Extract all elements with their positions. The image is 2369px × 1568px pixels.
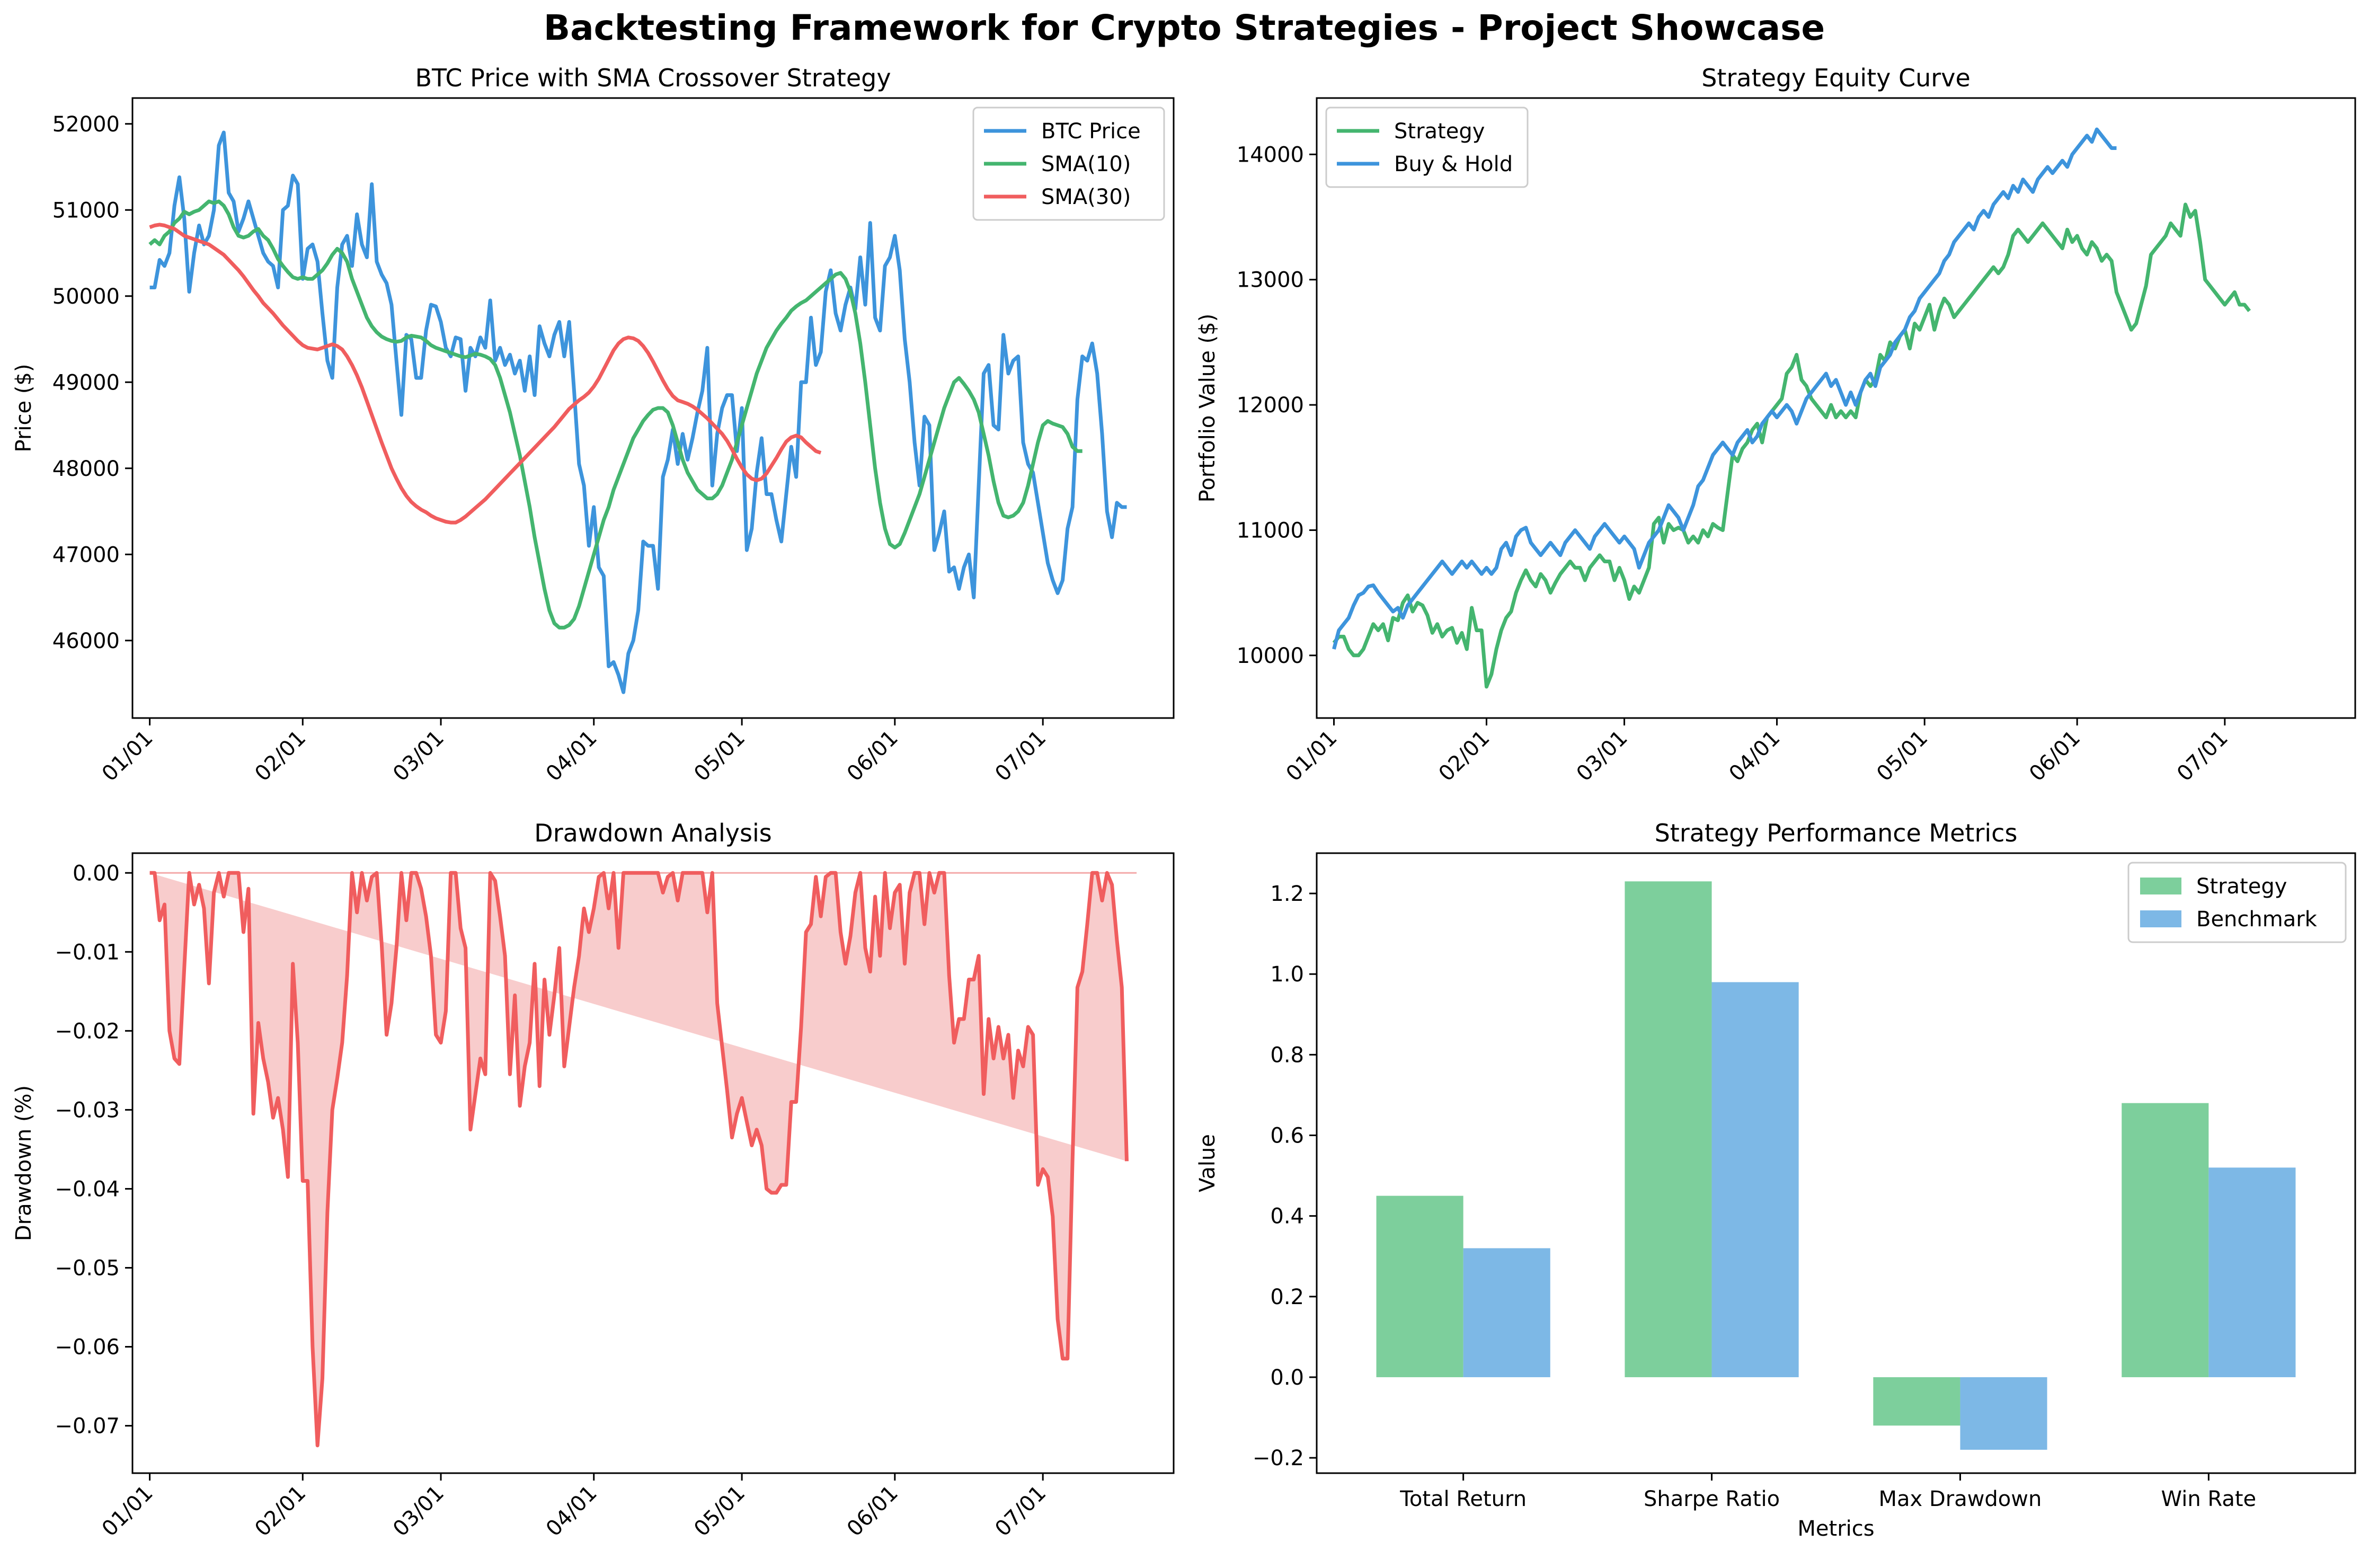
series-line-strategy: [1332, 202, 2251, 689]
legend: BTC Price SMA(10) SMA(30): [972, 107, 1165, 221]
y-tick-label: 1.2: [1270, 882, 1304, 906]
plot-area: [1376, 881, 2296, 1450]
y-tick-label: −0.02: [55, 1019, 120, 1043]
axes-frame: [1316, 97, 2356, 719]
y-tick-label: 51000: [52, 198, 120, 223]
axes-frame: [1316, 852, 2356, 1474]
bar-strategy-3: [1873, 1377, 1960, 1426]
series-line-sma-10: [148, 199, 1083, 630]
y-tick-label: 0.00: [73, 861, 120, 885]
legend-label: Buy & Hold: [1394, 152, 1513, 176]
legend-swatch: [2140, 878, 2181, 894]
plot-area: [149, 871, 1137, 1448]
chart-panel-4: Strategy Performance Metrics −0.2 0.0 0.2 0.…: [1195, 819, 2356, 1541]
bar-benchmark-4: [2208, 1167, 2296, 1377]
legend-label: BTC Price: [1041, 119, 1141, 144]
y-tick-label: 10000: [1237, 644, 1304, 668]
y-tick-label: −0.03: [55, 1098, 120, 1122]
bar-strategy-1: [1376, 1195, 1463, 1377]
y-axis-label: Price ($): [12, 364, 36, 453]
y-tick-label: 0.4: [1270, 1204, 1304, 1229]
series-line-btc-price: [149, 130, 1127, 694]
series-line-sma-30: [149, 223, 822, 525]
y-tick-label: −0.2: [1253, 1446, 1304, 1470]
x-tick-label: Max Drawdown: [1879, 1487, 2042, 1511]
bar-benchmark-2: [1711, 982, 1799, 1377]
legend-box: [972, 107, 1165, 221]
legend-box: [1325, 107, 1529, 188]
chart-panel-1: BTC Price with SMA Crossover Strategy 460…: [12, 64, 1175, 786]
y-tick-label: 48000: [52, 457, 120, 481]
y-tick-label: 0.8: [1270, 1043, 1304, 1067]
drawdown-area: [149, 873, 1127, 1446]
series-line-buy-hold: [1332, 127, 2117, 650]
legend: Strategy Buy & Hold: [1325, 107, 1529, 188]
y-tick-label: 0.2: [1270, 1285, 1304, 1309]
chart-title: Drawdown Analysis: [534, 819, 771, 847]
bar-strategy-4: [2122, 1103, 2209, 1377]
bar-benchmark-1: [1463, 1248, 1550, 1377]
legend-label: SMA(10): [1041, 152, 1131, 176]
x-tick-label: Total Return: [1399, 1487, 1527, 1511]
legend-label: SMA(30): [1041, 185, 1131, 209]
y-tick-label: −0.05: [55, 1256, 120, 1280]
axes-frame: [131, 852, 1175, 1474]
y-tick-label: −0.07: [55, 1414, 120, 1439]
y-tick-label: 0.0: [1270, 1366, 1304, 1390]
plot-area: [1332, 127, 2251, 689]
legend-box: [2127, 862, 2347, 943]
y-axis-label: Drawdown (%): [12, 1085, 36, 1241]
y-tick-label: 46000: [52, 629, 120, 653]
legend-label: Benchmark: [2196, 907, 2318, 932]
figure-title: Backtesting Framework for Crypto Strateg…: [544, 7, 1825, 48]
chart-title: BTC Price with SMA Crossover Strategy: [415, 64, 891, 92]
axes-frame: [131, 97, 1175, 719]
series-line-drawdown: [149, 871, 1129, 1448]
legend-swatch: [2140, 910, 2181, 927]
legend: Strategy Benchmark: [2127, 862, 2347, 943]
y-tick-label: 1.0: [1270, 962, 1304, 987]
x-axis-label: Metrics: [1797, 1517, 1874, 1541]
y-tick-label: 13000: [1237, 268, 1304, 293]
y-tick-label: −0.04: [55, 1177, 120, 1201]
y-tick-label: 52000: [52, 112, 120, 137]
y-tick-label: 50000: [52, 285, 120, 309]
y-tick-label: 49000: [52, 370, 120, 395]
plot-area: [148, 130, 1127, 694]
legend-label: Strategy: [2196, 874, 2287, 899]
x-tick-label: Win Rate: [2161, 1487, 2257, 1511]
y-axis-label: Portfolio Value ($): [1195, 314, 1220, 502]
x-tick-label: Sharpe Ratio: [1644, 1487, 1780, 1511]
y-tick-label: 11000: [1237, 518, 1304, 543]
y-tick-label: 12000: [1237, 393, 1304, 418]
y-tick-label: −0.01: [55, 940, 120, 964]
bar-benchmark-3: [1960, 1377, 2047, 1450]
legend-label: Strategy: [1394, 119, 1485, 144]
y-axis-label: Value: [1195, 1134, 1220, 1192]
y-tick-label: 14000: [1237, 143, 1304, 167]
chart-title: Strategy Performance Metrics: [1655, 819, 2018, 847]
y-tick-label: 47000: [52, 543, 120, 567]
y-tick-label: −0.06: [55, 1335, 120, 1360]
y-tick-label: 0.6: [1270, 1124, 1304, 1148]
bar-strategy-2: [1625, 881, 1712, 1377]
chart-title: Strategy Equity Curve: [1701, 64, 1971, 92]
